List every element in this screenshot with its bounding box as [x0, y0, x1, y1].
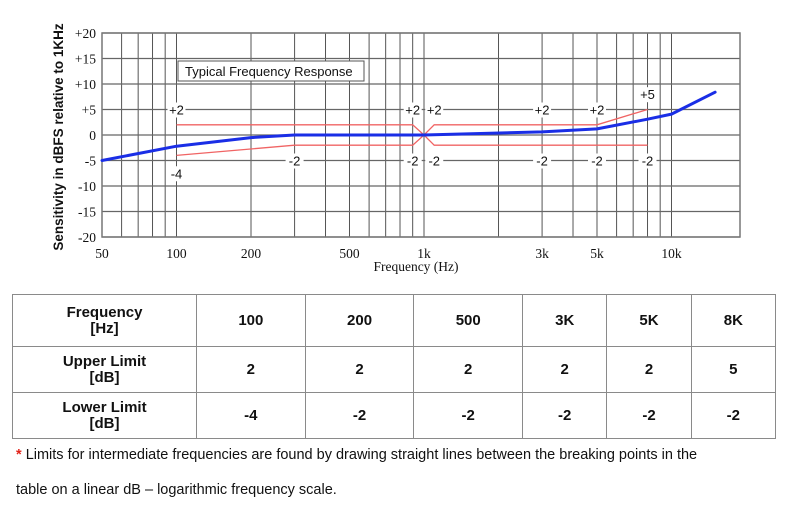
- annotation-bg: [285, 153, 304, 169]
- plot-frame: [101, 32, 741, 238]
- limit-annotation: -2: [642, 154, 654, 169]
- limit-annotation: +2: [535, 103, 550, 118]
- table-cell: -2: [606, 392, 692, 439]
- limit-annotation: +5: [640, 87, 655, 102]
- y-tick-label: -5: [85, 154, 96, 169]
- table-cell: 8K: [690, 294, 777, 347]
- limit-annotation: -4: [171, 166, 183, 181]
- annotation-bg: [167, 102, 186, 118]
- limit-annotation: +2: [427, 103, 442, 118]
- table-cell: -2: [413, 392, 524, 439]
- table-row-frequency: Frequency [Hz] 100 200 500 3K 5K 8K: [12, 294, 777, 347]
- table-row-lower-limit: Lower Limit [dB] -4 -2 -2 -2 -2 -2: [12, 392, 777, 439]
- legend-box: Typical Frequency Response: [177, 60, 365, 82]
- x-tick-label: 1k: [417, 246, 431, 261]
- annotation-bg: [533, 102, 552, 118]
- upper-limit-line: [176, 108, 648, 136]
- annotation-bg: [638, 153, 657, 169]
- limit-annotation: -2: [536, 154, 548, 169]
- y-tick-label: -20: [78, 230, 96, 245]
- limit-lines: [176, 108, 648, 157]
- lower-limit-line: [176, 134, 648, 157]
- x-axis-ticks: 50 100 200 500 1k 3k 5k 10k: [95, 246, 682, 261]
- x-tick-label: 200: [241, 246, 262, 261]
- row-header: Lower Limit [dB]: [12, 392, 197, 439]
- footnote-line-2: table on a linear dB – logarithmic frequ…: [16, 482, 337, 498]
- limit-annotation: -2: [289, 154, 301, 169]
- table-cell: 2: [304, 346, 415, 393]
- y-tick-label: +20: [75, 26, 96, 41]
- annotation-label-backgrounds: [167, 87, 657, 182]
- y-axis-ticks: +20 +15 +10 +5 0 -5 -10 -15 -20: [75, 26, 96, 245]
- limits-table: Frequency [Hz] 100 200 500 3K 5K 8K Upper…: [12, 294, 777, 439]
- limit-annotation: -2: [407, 154, 419, 169]
- annotation-bg: [587, 102, 606, 118]
- y-axis-label: Sensitivity in dBFS relative to 1KHz: [51, 23, 66, 251]
- y-tick-label: +10: [75, 77, 96, 92]
- table-cell: 2: [413, 346, 524, 393]
- x-tick-label: 500: [339, 246, 360, 261]
- y-tick-label: -10: [78, 179, 96, 194]
- table-cell: -2: [522, 392, 608, 439]
- limit-annotation: +2: [405, 103, 420, 118]
- limit-annotation: +2: [169, 103, 184, 118]
- table-cell: -2: [690, 392, 777, 439]
- footnote-line-1: * Limits for intermediate frequencies ar…: [16, 447, 698, 463]
- annotation-bg: [533, 153, 552, 169]
- x-tick-label: 5k: [590, 246, 604, 261]
- table-cell: -4: [196, 392, 306, 439]
- row-header: Upper Limit [dB]: [12, 346, 197, 393]
- table-cell: 2: [196, 346, 306, 393]
- asterisk-marker: *: [16, 447, 22, 463]
- y-tick-label: +5: [82, 103, 97, 118]
- table-cell: 200: [304, 294, 415, 347]
- table-cell: 2: [522, 346, 608, 393]
- y-tick-label: +15: [75, 52, 96, 67]
- annotation-bg: [638, 87, 657, 103]
- limit-annotation: +2: [590, 103, 605, 118]
- y-tick-label: 0: [89, 128, 96, 143]
- table-cell: 2: [606, 346, 692, 393]
- annotation-bg: [425, 102, 444, 118]
- y-tick-label: -15: [78, 205, 96, 220]
- row-header: Frequency [Hz]: [12, 294, 197, 347]
- table-row-upper-limit: Upper Limit [dB] 2 2 2 2 2 5: [12, 346, 777, 393]
- x-axis-label: Frequency (Hz): [373, 259, 458, 274]
- limit-annotations: +2 -4 -2 +2 -2 +2 -2 +2 -2 +2 -2 +5 -2: [169, 87, 655, 181]
- annotation-bg: [167, 166, 186, 182]
- x-tick-label: 3k: [535, 246, 549, 261]
- annotation-bg: [403, 153, 422, 169]
- table-cell: 100: [196, 294, 306, 347]
- x-tick-label: 100: [166, 246, 187, 261]
- table-cell: 5: [690, 346, 777, 393]
- table-cell: -2: [304, 392, 415, 439]
- annotation-bg: [425, 153, 444, 169]
- frequency-response-chart: +2 -4 -2 +2 -2 +2 -2 +2 -2 +2 -2 +5 -2 +20 +15 +10 +5 0 -…: [51, 23, 741, 274]
- annotation-bg: [403, 102, 422, 118]
- limit-annotation: -2: [428, 154, 440, 169]
- x-tick-label: 10k: [661, 246, 682, 261]
- table-cell: 5K: [606, 294, 692, 347]
- limit-annotation: -2: [591, 154, 603, 169]
- table-cell: 3K: [522, 294, 608, 347]
- response-curve: [100, 90, 717, 162]
- chart-title: Typical Frequency Response: [185, 64, 353, 79]
- annotation-bg: [587, 153, 606, 169]
- x-tick-label: 50: [95, 246, 109, 261]
- table-cell: 500: [413, 294, 524, 347]
